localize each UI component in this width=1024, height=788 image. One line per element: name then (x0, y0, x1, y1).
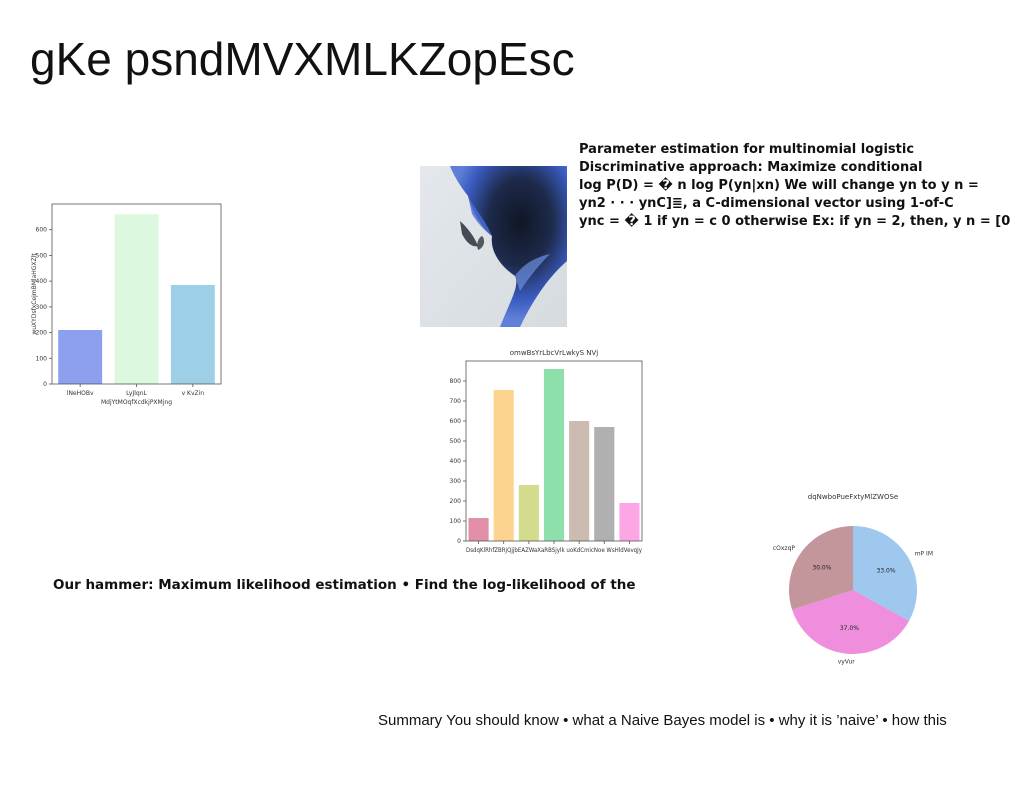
summary-text: Summary You should know • what a Naive B… (378, 712, 947, 729)
pie-value-label: 30.0% (812, 564, 831, 571)
slide-title: gKe psndMVXMLKZopEsc (30, 33, 575, 85)
y-tick-label: 0 (43, 381, 47, 388)
y-tick-label: 400 (450, 458, 462, 465)
y-tick-label: 100 (36, 355, 48, 362)
y-tick-label: 500 (450, 438, 462, 445)
y-tick-label: 100 (450, 518, 462, 525)
y-tick-label: 500 (36, 252, 48, 259)
x-tick-label: v KvZin (182, 390, 205, 397)
text-line: Parameter estimation for multinomial log… (579, 142, 915, 157)
y-tick-label: 300 (36, 304, 48, 311)
bar (468, 518, 489, 541)
y-axis-label: wuXYDsfxCejmBMlaHGXZlt (31, 253, 38, 335)
y-tick-label: 200 (36, 330, 48, 337)
bar (58, 330, 103, 384)
y-tick-label: 0 (457, 538, 461, 545)
cloud-photo (420, 166, 567, 327)
x-tick-labels: DsdqKlRhfZBRjQjjbEAZWaXaRBSjylk uoKdCmic… (466, 547, 642, 554)
y-tick-label: 200 (450, 498, 462, 505)
pie-slice (789, 526, 853, 610)
text-line: log P(D) = � n log P(yn|xn) We will chan… (579, 178, 979, 193)
text-line: Discriminative approach: Maximize condit… (579, 160, 923, 175)
chart-title: omwBsYrLbcVrLwkyS NVj (510, 349, 599, 357)
pie-chart-svg: dqNwboPueFxtyMlZWOSe 33.0% mP IM 37.0% vyVur… (773, 493, 933, 665)
pie-value-label: 33.0% (877, 567, 896, 574)
bar (619, 503, 640, 541)
text-line: yn2 · · · ynC]≣, a C-dimensional vector … (579, 196, 954, 211)
y-tick-label: 600 (450, 418, 462, 425)
y-tick-label: 400 (36, 278, 48, 285)
x-axis-label: MdjYtMOqfXcdkjPXMjng (101, 399, 172, 406)
y-tick-label: 300 (450, 478, 462, 485)
hammer-text: Our hammer: Maximum likelihood estimatio… (53, 577, 636, 593)
bar (518, 485, 539, 541)
bar-chart-middle: omwBsYrLbcVrLwkyS NVj 0 100 200 300 400 500 600… (440, 345, 650, 555)
bar (543, 369, 565, 541)
chart-title: dqNwboPueFxtyMlZWOSe (808, 493, 898, 501)
parameter-estimation-text: Parameter estimation for multinomial log… (579, 141, 1019, 231)
cloud-photo-graphic (420, 166, 567, 327)
pie-category-label: mP IM (915, 551, 933, 558)
bar-chart-left-svg: 0 100 200 300 400 500 600 lNeHOBv LyJlqnL v KvZin… (31, 203, 222, 406)
text-line: ync = � 1 if yn = c 0 otherwise Ex: if y… (579, 214, 1011, 229)
pie-category-label: vyVur (838, 658, 856, 665)
bar-chart-left: 0 100 200 300 400 500 600 lNeHOBv LyJlqnL v KvZin… (28, 200, 228, 410)
bar-chart-middle-svg: omwBsYrLbcVrLwkyS NVj 0 100 200 300 400 500 600… (450, 349, 643, 554)
bar (493, 390, 514, 541)
x-tick-label: LyJlqnL (126, 390, 147, 397)
pie-category-label: cOxzqP (773, 545, 796, 552)
y-tick-label: 800 (450, 378, 462, 385)
bar (594, 427, 615, 541)
pie-slice (792, 590, 910, 654)
bar (114, 214, 159, 384)
y-tick-label: 700 (450, 398, 462, 405)
pie-chart: dqNwboPueFxtyMlZWOSe 33.0% mP IM 37.0% vyVur… (760, 488, 940, 688)
y-tick-label: 600 (36, 227, 48, 234)
pie-value-label: 37.0% (840, 625, 859, 632)
bar (569, 421, 590, 541)
pie-slice (853, 526, 917, 621)
x-tick-label: lNeHOBv (67, 390, 94, 397)
bar (170, 285, 215, 384)
